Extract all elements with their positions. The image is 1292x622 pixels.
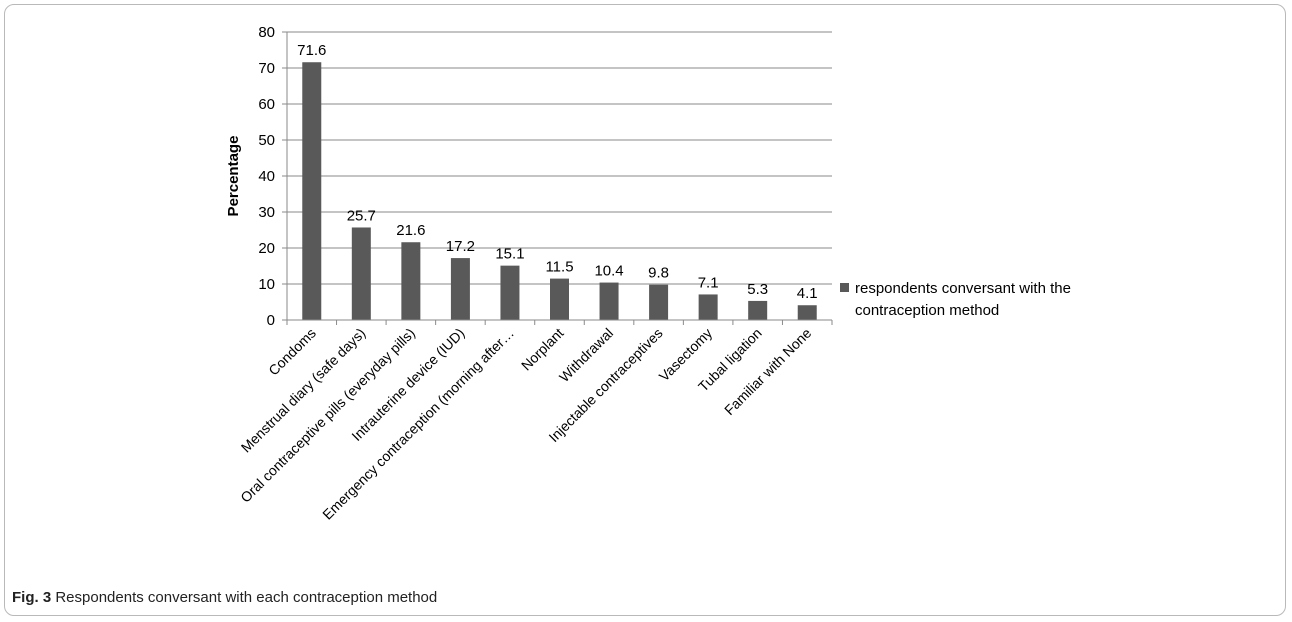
y-tick-label: 10 [258, 276, 275, 293]
legend-line: respondents conversant with the [855, 280, 1071, 297]
figure-caption: Fig. 3 Respondents conversant with each … [12, 589, 437, 606]
x-tick-label: Oral contraceptive pills (everyday pills… [237, 325, 418, 506]
data-label: 21.6 [396, 222, 425, 239]
data-label: 11.5 [545, 259, 573, 276]
data-labels: 71.6 25.7 21.6 17.2 15.1 11.5 10.4 9.8 7.1 5.3 4.1 [297, 42, 817, 302]
data-label: 71.6 [297, 42, 326, 59]
data-label: 10.4 [594, 263, 623, 280]
y-tick-label: 70 [258, 60, 275, 77]
y-tick-label: 60 [258, 96, 275, 113]
legend: respondents conversant with the contracep… [840, 280, 1071, 319]
bar [500, 265, 520, 320]
x-tick-label: Familiar with None [721, 325, 814, 418]
x-tick-label: Norplant [518, 325, 567, 374]
data-label: 4.1 [797, 285, 818, 302]
bar [351, 227, 371, 320]
bar [649, 284, 669, 320]
figure-number: Fig. 3 [12, 589, 52, 606]
bar [450, 258, 470, 320]
legend-label: respondents conversant with the contracep… [855, 280, 1071, 319]
bar [599, 282, 619, 320]
data-label: 15.1 [495, 246, 524, 263]
data-label: 7.1 [698, 274, 719, 291]
y-tick-label: 20 [258, 240, 275, 257]
data-label: 17.2 [446, 238, 475, 255]
bar [550, 278, 569, 320]
data-label: 25.7 [347, 207, 376, 224]
bar [698, 294, 718, 320]
y-tick-label: 30 [258, 204, 275, 221]
bars [302, 62, 817, 321]
y-tick-label: 40 [258, 168, 275, 185]
data-label: 5.3 [747, 281, 768, 298]
bar [302, 62, 322, 321]
y-tick-label: 50 [258, 132, 275, 149]
data-label: 9.8 [648, 265, 669, 282]
bar [748, 300, 768, 320]
legend-line: contraception method [855, 302, 999, 319]
y-axis-ticks: 0 10 20 30 40 50 60 70 80 [258, 24, 287, 329]
figure-frame [4, 4, 1286, 616]
figure-caption-text: Respondents conversant with each contrac… [55, 589, 438, 606]
gridlines [287, 31, 832, 285]
legend-swatch [840, 283, 849, 292]
y-tick-label: 0 [267, 312, 275, 329]
y-tick-label: 80 [258, 24, 275, 41]
y-axis-label: Percentage [225, 136, 242, 217]
bar [797, 305, 817, 320]
bar [401, 242, 421, 320]
